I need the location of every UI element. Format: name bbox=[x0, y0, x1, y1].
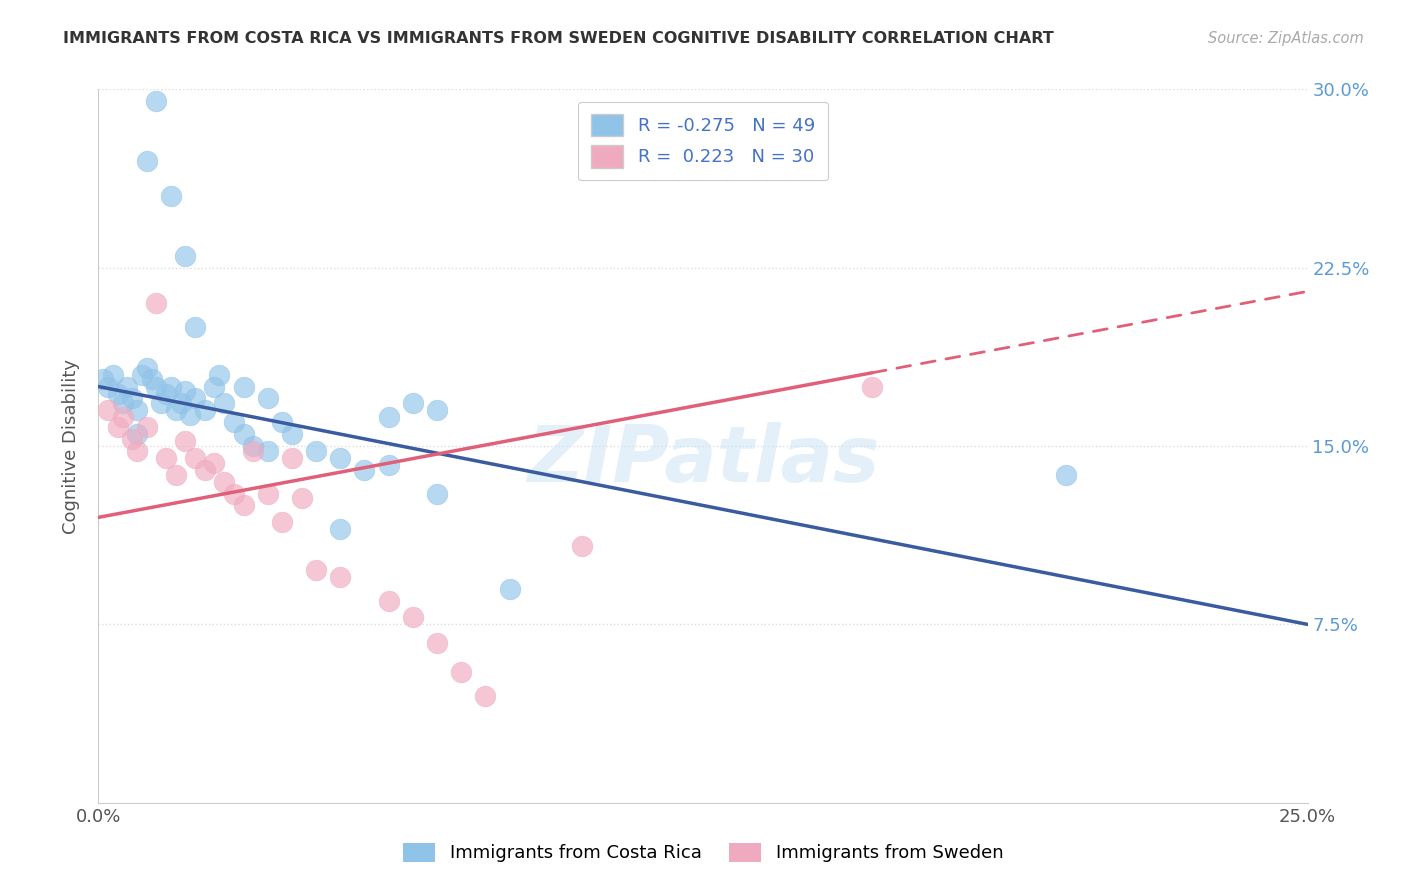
Point bbox=[329, 522, 352, 536]
Point bbox=[212, 475, 235, 489]
Point bbox=[212, 396, 235, 410]
Point bbox=[305, 443, 328, 458]
Point bbox=[194, 403, 217, 417]
Point bbox=[135, 153, 157, 168]
Point bbox=[290, 491, 312, 506]
Point bbox=[426, 636, 449, 650]
Point bbox=[450, 665, 472, 679]
Point bbox=[111, 396, 134, 410]
Point bbox=[305, 563, 328, 577]
Point bbox=[91, 372, 114, 386]
Point bbox=[155, 386, 177, 401]
Text: ZIPatlas: ZIPatlas bbox=[527, 422, 879, 499]
Point bbox=[256, 392, 278, 406]
Point bbox=[127, 403, 149, 417]
Point bbox=[141, 372, 163, 386]
Point bbox=[174, 384, 197, 399]
Y-axis label: Cognitive Disability: Cognitive Disability bbox=[62, 359, 80, 533]
Point bbox=[498, 582, 520, 596]
Point bbox=[232, 499, 254, 513]
Point bbox=[1054, 467, 1077, 482]
Point bbox=[155, 450, 177, 465]
Point bbox=[184, 450, 207, 465]
Point bbox=[222, 415, 245, 429]
Point bbox=[117, 379, 139, 393]
Point bbox=[111, 410, 134, 425]
Point bbox=[184, 392, 207, 406]
Point bbox=[353, 463, 375, 477]
Point bbox=[232, 427, 254, 442]
Point bbox=[474, 689, 496, 703]
Point bbox=[271, 415, 294, 429]
Point bbox=[121, 432, 143, 446]
Point bbox=[271, 515, 294, 529]
Text: IMMIGRANTS FROM COSTA RICA VS IMMIGRANTS FROM SWEDEN COGNITIVE DISABILITY CORREL: IMMIGRANTS FROM COSTA RICA VS IMMIGRANTS… bbox=[63, 31, 1054, 46]
Point bbox=[194, 463, 217, 477]
Point bbox=[256, 486, 278, 500]
Legend: Immigrants from Costa Rica, Immigrants from Sweden: Immigrants from Costa Rica, Immigrants f… bbox=[395, 836, 1011, 870]
Point bbox=[242, 439, 264, 453]
Point bbox=[281, 450, 304, 465]
Point bbox=[165, 467, 187, 482]
Point bbox=[208, 368, 231, 382]
Point bbox=[169, 396, 191, 410]
Point bbox=[242, 443, 264, 458]
Point bbox=[145, 94, 167, 108]
Point bbox=[97, 403, 120, 417]
Point bbox=[160, 379, 183, 393]
Point bbox=[97, 379, 120, 393]
Point bbox=[860, 379, 883, 393]
Point bbox=[204, 456, 226, 470]
Point bbox=[329, 570, 352, 584]
Point bbox=[426, 403, 449, 417]
Text: Source: ZipAtlas.com: Source: ZipAtlas.com bbox=[1208, 31, 1364, 46]
Point bbox=[145, 296, 167, 310]
Point bbox=[127, 443, 149, 458]
Point bbox=[204, 379, 226, 393]
Point bbox=[179, 408, 201, 422]
Point bbox=[121, 392, 143, 406]
Point bbox=[377, 410, 399, 425]
Point bbox=[131, 368, 153, 382]
Point bbox=[174, 434, 197, 449]
Point bbox=[135, 360, 157, 375]
Point bbox=[127, 427, 149, 442]
Point bbox=[377, 458, 399, 472]
Point bbox=[165, 403, 187, 417]
Point bbox=[145, 379, 167, 393]
Point bbox=[402, 396, 425, 410]
Point bbox=[184, 320, 207, 334]
Point bbox=[160, 189, 183, 203]
Point bbox=[222, 486, 245, 500]
Point bbox=[232, 379, 254, 393]
Point bbox=[107, 386, 129, 401]
Point bbox=[150, 396, 173, 410]
Point bbox=[571, 539, 593, 553]
Legend: R = -0.275   N = 49, R =  0.223   N = 30: R = -0.275 N = 49, R = 0.223 N = 30 bbox=[578, 102, 828, 180]
Point bbox=[135, 420, 157, 434]
Point bbox=[426, 486, 449, 500]
Point bbox=[329, 450, 352, 465]
Point bbox=[281, 427, 304, 442]
Point bbox=[402, 610, 425, 624]
Point bbox=[174, 249, 197, 263]
Point bbox=[107, 420, 129, 434]
Point bbox=[377, 593, 399, 607]
Point bbox=[101, 368, 124, 382]
Point bbox=[256, 443, 278, 458]
